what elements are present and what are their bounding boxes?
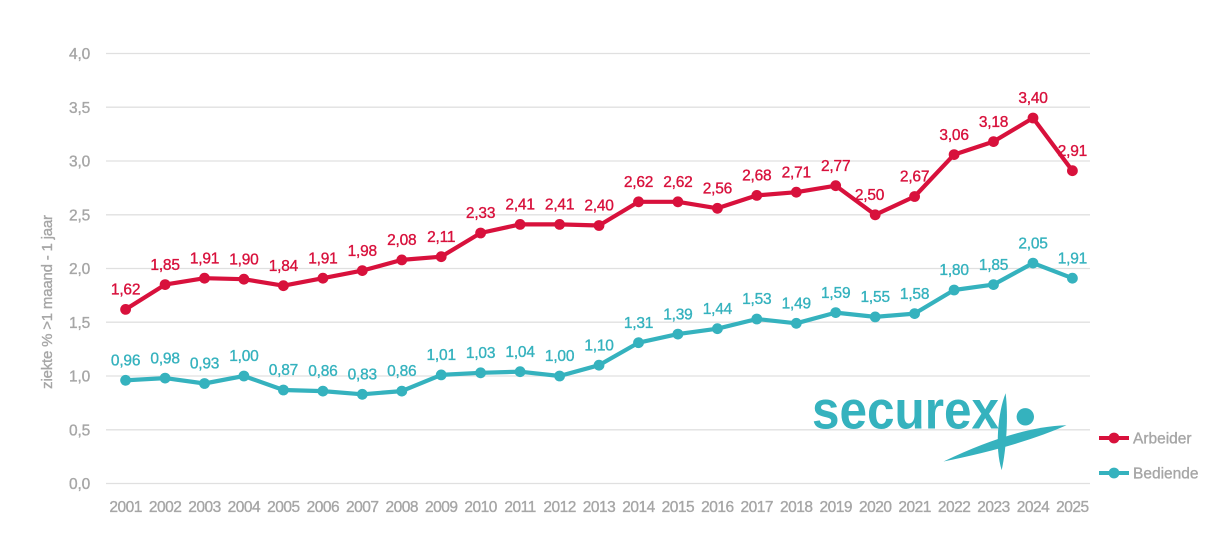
svg-text:0,96: 0,96 (111, 353, 140, 370)
svg-text:2023: 2023 (977, 499, 1009, 516)
svg-text:1,01: 1,01 (427, 347, 456, 364)
svg-text:1,85: 1,85 (979, 257, 1008, 274)
svg-text:2,50: 2,50 (855, 187, 885, 204)
svg-text:0,87: 0,87 (269, 362, 298, 379)
svg-text:0,86: 0,86 (387, 363, 416, 380)
svg-text:2019: 2019 (819, 499, 851, 516)
svg-text:1,84: 1,84 (269, 258, 299, 275)
svg-text:2,41: 2,41 (505, 197, 534, 214)
svg-text:ziekte % >1 maand - 1 jaar: ziekte % >1 maand - 1 jaar (39, 215, 56, 389)
svg-text:2016: 2016 (701, 499, 733, 516)
svg-text:1,5: 1,5 (69, 315, 90, 332)
svg-text:2017: 2017 (741, 499, 773, 516)
svg-text:1,59: 1,59 (821, 285, 850, 302)
svg-text:2,08: 2,08 (387, 232, 416, 249)
svg-text:1,10: 1,10 (584, 337, 614, 354)
svg-text:2002: 2002 (149, 499, 181, 516)
svg-text:1,90: 1,90 (229, 251, 259, 268)
svg-text:0,83: 0,83 (348, 367, 377, 384)
svg-text:2007: 2007 (346, 499, 378, 516)
svg-text:2012: 2012 (543, 499, 575, 516)
svg-text:1,44: 1,44 (703, 301, 733, 318)
svg-text:1,03: 1,03 (466, 345, 495, 362)
svg-text:2022: 2022 (938, 499, 970, 516)
svg-text:1,55: 1,55 (861, 289, 890, 306)
svg-text:0,86: 0,86 (308, 363, 337, 380)
svg-text:2015: 2015 (662, 499, 694, 516)
svg-text:1,49: 1,49 (782, 296, 811, 313)
svg-text:2009: 2009 (425, 499, 457, 516)
svg-text:2,77: 2,77 (821, 158, 850, 175)
svg-text:1,39: 1,39 (663, 306, 692, 323)
svg-text:1,62: 1,62 (111, 282, 140, 299)
svg-text:2010: 2010 (464, 499, 497, 516)
svg-text:2011: 2011 (504, 499, 535, 516)
svg-text:2020: 2020 (859, 499, 892, 516)
svg-text:2,40: 2,40 (584, 198, 614, 215)
svg-text:2,68: 2,68 (742, 168, 771, 185)
svg-text:0,0: 0,0 (69, 476, 91, 493)
svg-text:3,0: 3,0 (69, 154, 91, 171)
svg-text:2008: 2008 (386, 499, 418, 516)
svg-text:Arbeider: Arbeider (1133, 431, 1192, 448)
svg-text:1,0: 1,0 (69, 369, 91, 386)
svg-text:2,71: 2,71 (782, 164, 811, 181)
svg-text:1,00: 1,00 (229, 348, 259, 365)
svg-text:4,0: 4,0 (69, 46, 91, 63)
svg-text:Bediende: Bediende (1133, 466, 1199, 483)
svg-text:2,33: 2,33 (466, 205, 495, 222)
svg-text:0,5: 0,5 (69, 422, 90, 439)
svg-text:1,91: 1,91 (190, 250, 219, 267)
svg-text:2004: 2004 (228, 499, 261, 516)
svg-text:3,18: 3,18 (979, 114, 1008, 131)
svg-text:1,91: 1,91 (308, 250, 337, 267)
svg-text:1,00: 1,00 (545, 348, 575, 365)
svg-text:2,56: 2,56 (703, 181, 732, 198)
svg-text:2,62: 2,62 (663, 174, 692, 191)
svg-text:0,93: 0,93 (190, 356, 219, 373)
svg-text:1,98: 1,98 (348, 243, 377, 260)
svg-text:2,41: 2,41 (545, 197, 574, 214)
svg-text:3,40: 3,40 (1018, 90, 1048, 107)
svg-text:2,67: 2,67 (900, 169, 929, 186)
svg-text:2,0: 2,0 (69, 261, 91, 278)
svg-text:2021: 2021 (898, 499, 930, 516)
svg-text:1,04: 1,04 (505, 344, 535, 361)
svg-text:1,58: 1,58 (900, 286, 929, 303)
svg-text:2005: 2005 (267, 499, 299, 516)
svg-text:2,62: 2,62 (624, 174, 653, 191)
svg-text:1,85: 1,85 (150, 257, 179, 274)
svg-text:2014: 2014 (622, 499, 655, 516)
svg-text:1,91: 1,91 (1058, 250, 1087, 267)
svg-text:2024: 2024 (1017, 499, 1050, 516)
svg-text:0,98: 0,98 (150, 350, 179, 367)
svg-text:2,11: 2,11 (427, 229, 455, 246)
svg-text:2006: 2006 (307, 499, 339, 516)
svg-text:1,80: 1,80 (939, 262, 969, 279)
svg-text:1,53: 1,53 (742, 291, 771, 308)
svg-text:2001: 2001 (109, 499, 141, 516)
svg-text:1,31: 1,31 (624, 315, 653, 332)
svg-text:3,06: 3,06 (939, 127, 968, 144)
svg-text:securex: securex (812, 381, 999, 441)
svg-text:2025: 2025 (1056, 499, 1088, 516)
svg-text:2018: 2018 (780, 499, 812, 516)
svg-text:2,91: 2,91 (1058, 143, 1087, 160)
svg-text:2,05: 2,05 (1018, 235, 1047, 252)
svg-text:3,5: 3,5 (69, 100, 90, 117)
svg-text:2003: 2003 (188, 499, 220, 516)
svg-text:2013: 2013 (583, 499, 615, 516)
svg-text:2,5: 2,5 (69, 207, 90, 224)
